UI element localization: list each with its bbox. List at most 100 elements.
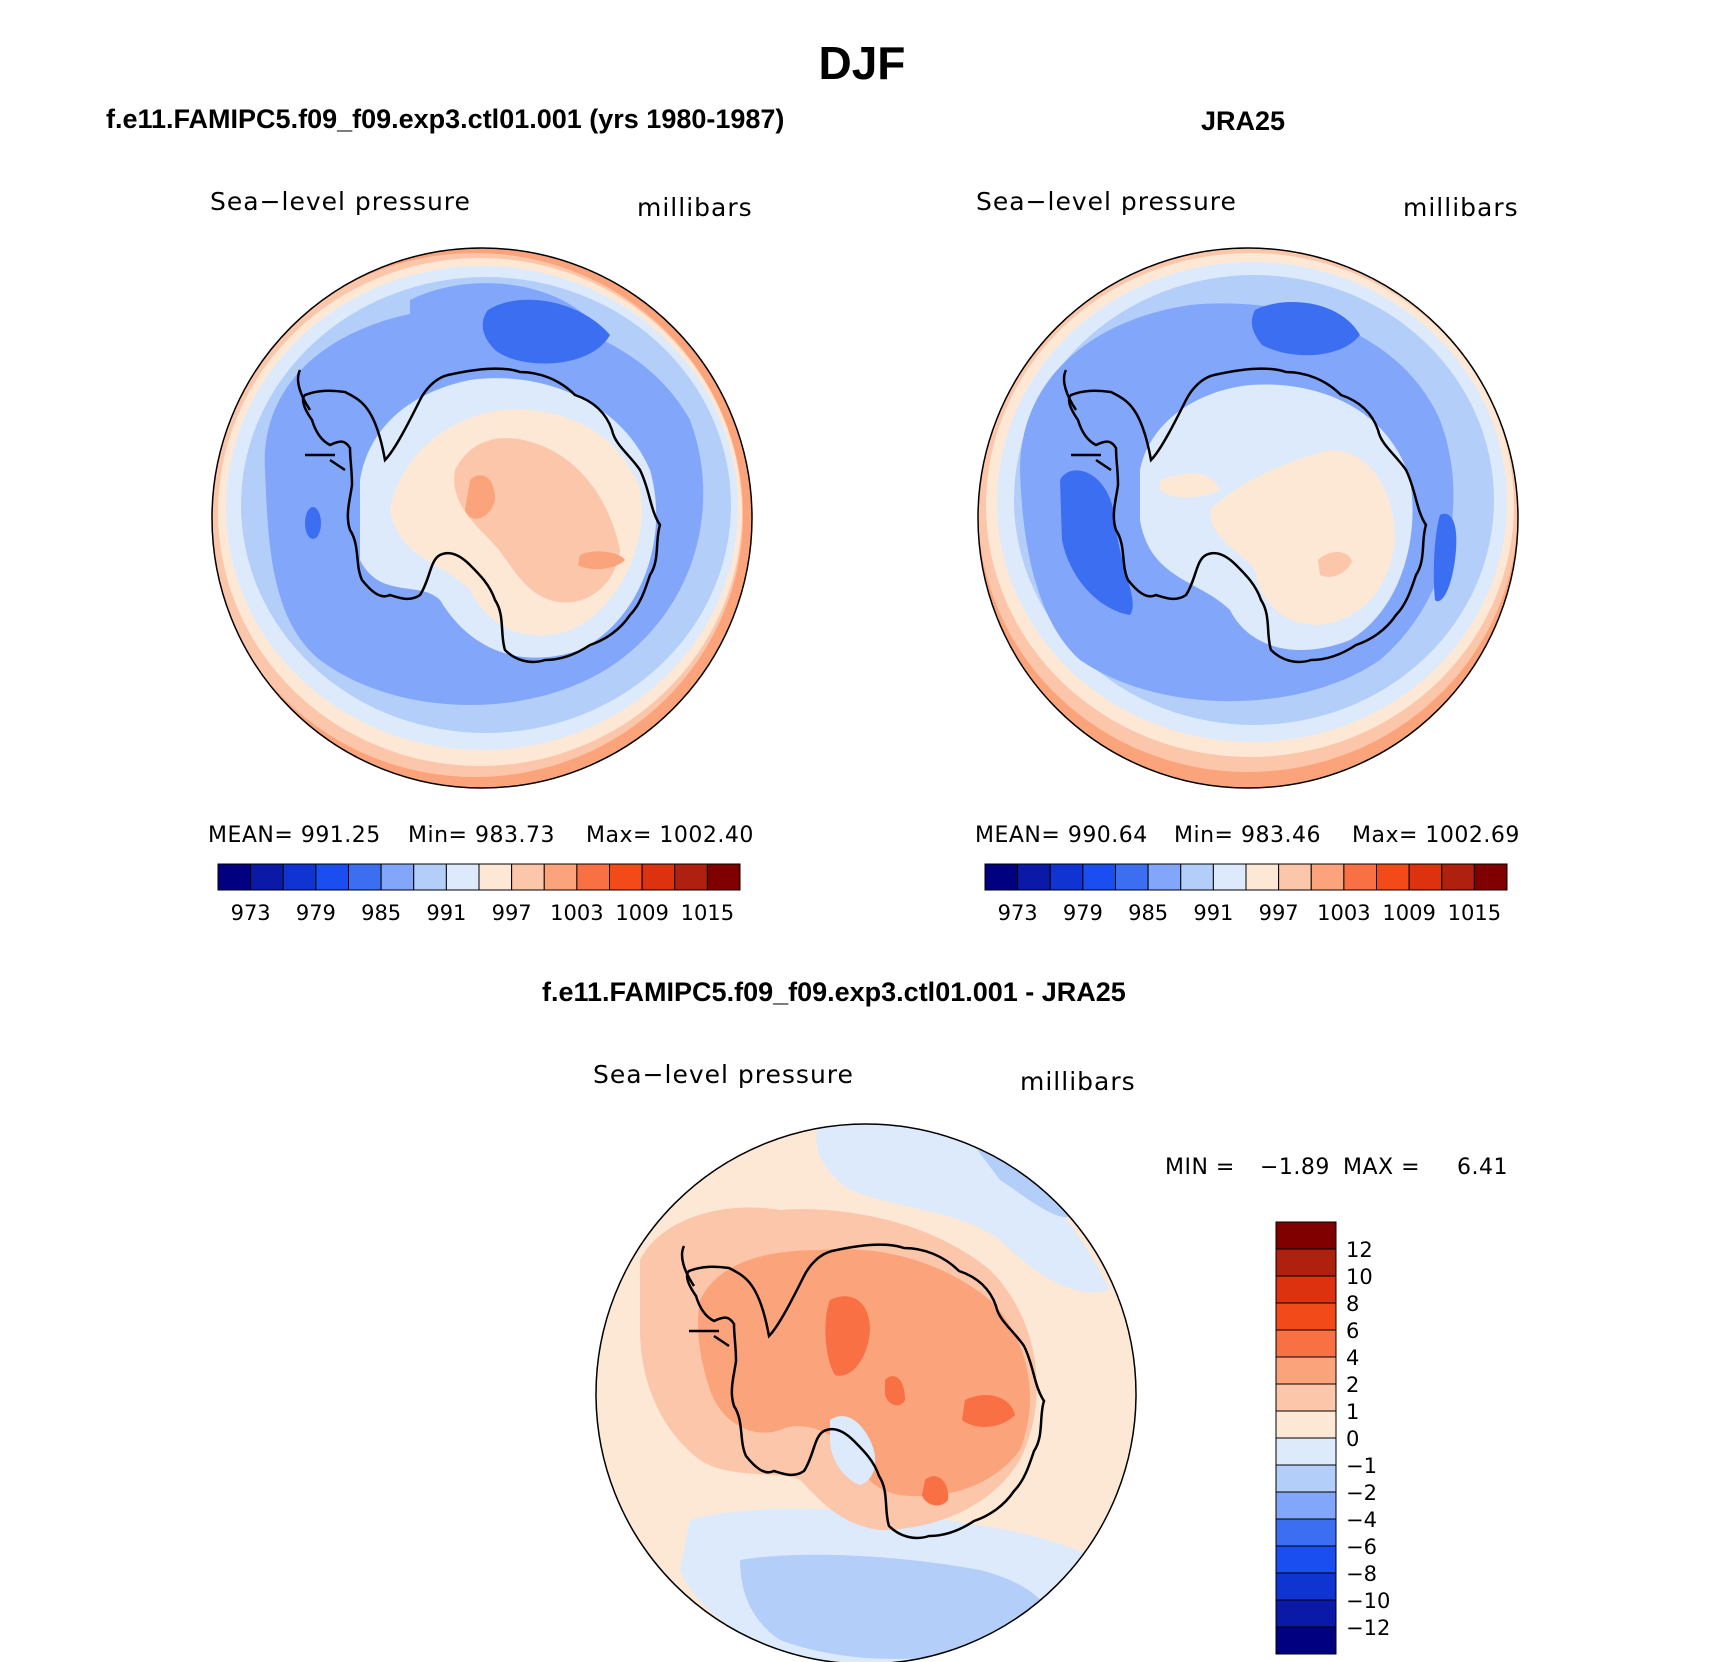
panel2-colorbar-tick: 991 bbox=[1193, 901, 1233, 925]
panel3-field-pos4 bbox=[962, 1395, 1015, 1427]
panel2-field-min2 bbox=[1060, 470, 1133, 615]
panel3-field-neg-top bbox=[816, 1124, 1110, 1293]
panel1-colorbar-box bbox=[543, 863, 578, 891]
panel2-colorbar-box bbox=[1082, 863, 1116, 891]
panel2-colorbar-tick: 973 bbox=[998, 901, 1038, 925]
panel2-colorbar: 973 979 985 991 997 1003 1009 1015 bbox=[984, 863, 1508, 925]
panel1-colorbar-box bbox=[217, 863, 252, 891]
panel1-colorbar-box bbox=[576, 863, 610, 891]
panel3-field-pos6 bbox=[885, 1376, 905, 1406]
panel2-colorbar-box bbox=[1376, 863, 1410, 891]
panel3-colorbar-box bbox=[1275, 1626, 1337, 1655]
panel3-min-label: MIN = bbox=[1165, 1155, 1235, 1180]
panel3-coastline bbox=[685, 1243, 1046, 1540]
panel2-colorbar-tick: 979 bbox=[1063, 901, 1103, 925]
panel2-field-ring1 bbox=[978, 248, 1518, 772]
panel2-colorbar-box bbox=[1441, 863, 1475, 891]
panel1-field-peak2 bbox=[578, 551, 625, 570]
panel1-colorbar-tick: 1003 bbox=[550, 901, 603, 925]
panel3-title: f.e11.FAMIPC5.f09_f09.exp3.ctl01.001 - J… bbox=[542, 977, 1126, 1007]
panel1-field-ring3 bbox=[226, 266, 738, 750]
panel1-field-ring2 bbox=[218, 258, 742, 766]
panel3-colorbar-box bbox=[1275, 1356, 1337, 1385]
panel2-colorbar-box bbox=[1343, 863, 1377, 891]
panel1-field-interior bbox=[390, 409, 642, 636]
panel2-map-border bbox=[977, 247, 1519, 789]
panel1-colorbar-tick: 973 bbox=[231, 901, 271, 925]
panel2-colorbar-box bbox=[1212, 863, 1247, 891]
panel1-colorbar-box bbox=[282, 863, 317, 891]
panel1-field-high bbox=[454, 438, 620, 603]
panel2-max-text: Max= 1002.69 bbox=[1352, 823, 1520, 848]
panel1-colorbar-box bbox=[250, 863, 284, 891]
panel2-field-interior2 bbox=[1160, 473, 1220, 498]
panel1-colorbar-box bbox=[380, 863, 415, 891]
panel3-colorbar-tick: 1 bbox=[1346, 1400, 1359, 1424]
panel2-colorbar-box bbox=[1310, 863, 1345, 891]
panel3-units-label: millibars bbox=[1020, 1067, 1136, 1096]
panel3-field-pos5 bbox=[922, 1476, 949, 1506]
page-title: DJF bbox=[818, 37, 906, 89]
panel3-colorbar-tick: −10 bbox=[1346, 1589, 1390, 1613]
panel3-field-pos2 bbox=[698, 1249, 1030, 1497]
panel2-field-min3 bbox=[1433, 513, 1457, 602]
panel1-colorbar-tick: 1009 bbox=[615, 901, 668, 925]
panel2-title: JRA25 bbox=[1201, 106, 1286, 136]
panel2-colorbar-tick: 1009 bbox=[1382, 901, 1435, 925]
panel3-colorbar-box bbox=[1275, 1410, 1337, 1439]
panel1-max-text: Max= 1002.40 bbox=[586, 823, 754, 848]
panel3-colorbar-tick: 4 bbox=[1346, 1346, 1359, 1370]
panel2-field-interior bbox=[1210, 450, 1395, 625]
panel3-colorbar-tick: 6 bbox=[1346, 1319, 1359, 1343]
panel3-max-value: 6.41 bbox=[1457, 1155, 1508, 1180]
panel2-field-coastal bbox=[1140, 384, 1413, 650]
panel1-units-label: millibars bbox=[637, 193, 753, 222]
panel2-variable-label: Sea−level pressure bbox=[976, 187, 1237, 216]
panel3-map-border bbox=[595, 1123, 1137, 1662]
panel3-variable-label: Sea−level pressure bbox=[593, 1060, 854, 1089]
panel3-colorbar-box bbox=[1275, 1545, 1337, 1574]
panel3-colorbar-tick: 10 bbox=[1346, 1265, 1373, 1289]
panel2-min-text: Min= 983.46 bbox=[1174, 823, 1321, 848]
panel3-colorbar-box bbox=[1275, 1221, 1337, 1250]
panel3-colorbar-box bbox=[1275, 1275, 1337, 1304]
panel2-colorbar-box bbox=[1115, 863, 1149, 891]
panel2-units-label: millibars bbox=[1403, 193, 1519, 222]
panel1-min-text: Min= 983.73 bbox=[408, 823, 555, 848]
panel2-field-min bbox=[1251, 302, 1360, 356]
panel1-field-coastal bbox=[360, 378, 657, 658]
panel3-colorbar-tick: 0 bbox=[1346, 1427, 1359, 1451]
panel1-field-ring1 bbox=[212, 253, 743, 777]
panel1-field-low2 bbox=[410, 283, 600, 364]
panel3-colorbar-tick: −12 bbox=[1346, 1616, 1390, 1640]
panel2-field-ring4 bbox=[1014, 275, 1494, 725]
panel3-colorbar-box bbox=[1275, 1518, 1337, 1547]
panel1-title: f.e11.FAMIPC5.f09_f09.exp3.ctl01.001 (yr… bbox=[106, 104, 785, 134]
panel2-colorbar-box bbox=[1278, 863, 1312, 891]
panel1-field-ring4 bbox=[241, 277, 731, 733]
panel2-colorbar-box bbox=[1245, 863, 1280, 891]
panel2-colorbar-tick: 985 bbox=[1128, 901, 1168, 925]
panel1-colorbar-tick: 985 bbox=[361, 901, 401, 925]
panel1-colorbar-box bbox=[511, 863, 545, 891]
panel1-colorbar-box bbox=[641, 863, 676, 891]
panel1-colorbar-box bbox=[315, 863, 349, 891]
panel3-max-label: MAX = bbox=[1343, 1155, 1421, 1180]
panel3-field-pos-left bbox=[600, 1190, 650, 1270]
panel2-field-low bbox=[1020, 303, 1454, 702]
panel3-field-neg-top2 bbox=[970, 1140, 1075, 1218]
panel1-coastline bbox=[301, 367, 662, 664]
panel1-map-border bbox=[211, 247, 753, 789]
panel3-field-bg bbox=[596, 1124, 1136, 1662]
panel3-min-value: −1.89 bbox=[1260, 1155, 1330, 1180]
panel1-mean-text: MEAN= 991.25 bbox=[208, 823, 381, 848]
panel1-colorbar-tick: 979 bbox=[296, 901, 336, 925]
panel1-colorbar-tick: 1015 bbox=[681, 901, 734, 925]
panel3-colorbar-box bbox=[1275, 1248, 1337, 1277]
panel1-field-outer bbox=[212, 248, 752, 788]
panel3-field-ross bbox=[830, 1416, 876, 1485]
panel1-colorbar-box bbox=[609, 863, 643, 891]
panel2-peninsula bbox=[1062, 369, 1112, 472]
panel3-colorbar-tick: −2 bbox=[1346, 1481, 1377, 1505]
